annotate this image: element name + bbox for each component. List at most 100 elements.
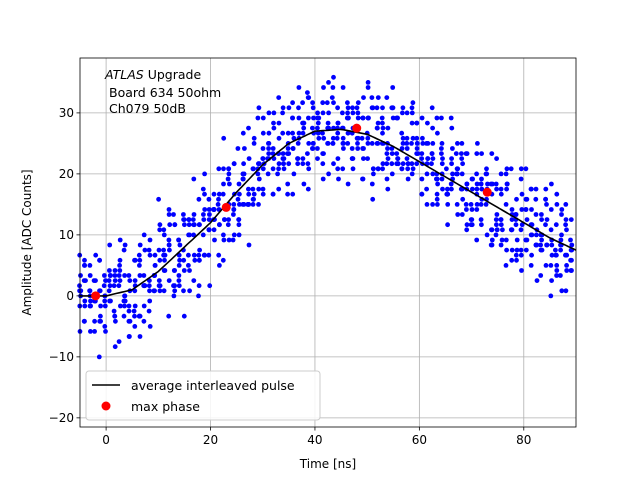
sample-point: [379, 115, 385, 121]
sample-point: [206, 227, 212, 233]
sample-point: [430, 171, 436, 177]
sample-point: [419, 115, 425, 121]
sample-point: [533, 212, 539, 217]
sample-point: [286, 161, 292, 167]
sample-point: [336, 176, 341, 182]
max-phase-point: [91, 291, 101, 301]
x-tick-label: 0: [102, 433, 110, 447]
sample-point: [260, 156, 266, 162]
sample-point: [539, 212, 544, 217]
sample-point: [216, 252, 222, 258]
sample-point: [146, 247, 152, 253]
sample-point: [369, 105, 375, 111]
sample-point: [326, 125, 331, 131]
sample-point: [77, 283, 82, 289]
sample-point: [112, 268, 118, 273]
sample-point: [500, 227, 505, 233]
sample-point: [453, 151, 459, 157]
sample-point: [246, 242, 252, 248]
sample-point: [539, 237, 544, 243]
sample-point: [345, 141, 351, 146]
sample-point: [271, 110, 277, 116]
sample-point: [207, 283, 213, 289]
sample-point: [260, 115, 266, 121]
sample-point: [295, 156, 300, 162]
sample-point: [361, 156, 366, 162]
sample-point: [88, 329, 93, 334]
sample-point: [211, 191, 217, 197]
sample-points: [77, 74, 575, 360]
sample-point: [83, 278, 88, 283]
sample-point: [156, 247, 162, 253]
sample-point: [93, 252, 99, 258]
sample-point: [524, 196, 530, 202]
sample-point: [489, 227, 495, 233]
sample-point: [400, 105, 406, 111]
sample-point: [141, 318, 147, 324]
sample-point: [280, 151, 286, 157]
sample-point: [459, 156, 465, 162]
sample-point: [316, 135, 322, 141]
sample-point: [469, 207, 475, 212]
sample-point: [549, 181, 554, 187]
sample-point: [464, 207, 469, 212]
sample-point: [290, 130, 295, 136]
sample-point: [310, 125, 315, 131]
sample-point: [251, 191, 257, 197]
sample-point: [82, 257, 87, 263]
sample-point: [172, 288, 178, 294]
sample-point: [240, 176, 246, 182]
sample-point: [389, 161, 395, 167]
sample-point: [463, 202, 469, 207]
sample-point: [147, 324, 153, 329]
sample-point: [558, 247, 563, 253]
annotation-line3: Ch079 50dB: [109, 101, 186, 116]
sample-point: [290, 146, 296, 151]
sample-point: [225, 222, 231, 228]
sample-point: [405, 166, 411, 172]
sample-point: [543, 186, 549, 192]
sample-point: [409, 110, 415, 116]
sample-point: [241, 161, 247, 167]
sample-point: [256, 176, 262, 182]
sample-point: [171, 212, 176, 217]
sample-point: [518, 166, 524, 172]
sample-point: [564, 227, 569, 233]
sample-point: [399, 130, 405, 136]
sample-point: [498, 217, 504, 223]
sample-point: [117, 237, 123, 243]
sample-point: [316, 115, 322, 121]
sample-point: [242, 146, 247, 151]
sample-point: [192, 257, 198, 263]
sample-point: [554, 273, 559, 278]
axis-ticks: 0 20 40 60 80 −20 −10 0 10 20 30: [49, 106, 532, 447]
sample-point: [414, 135, 420, 141]
sample-point: [419, 151, 425, 157]
sample-point: [320, 161, 326, 167]
sample-point: [479, 186, 485, 192]
sample-point: [121, 247, 127, 253]
sample-point: [132, 257, 137, 263]
sample-point: [448, 181, 454, 187]
sample-point: [523, 247, 529, 253]
sample-point: [147, 252, 153, 258]
sample-point: [78, 288, 83, 294]
sample-point: [518, 176, 524, 182]
sample-point: [429, 151, 435, 157]
sample-point: [355, 110, 361, 116]
sample-point: [187, 268, 192, 273]
sample-point: [250, 186, 256, 192]
sample-point: [97, 288, 102, 294]
sample-point: [276, 120, 282, 126]
sample-point: [340, 85, 346, 90]
sample-point: [176, 263, 182, 268]
sample-point: [315, 125, 320, 131]
sample-point: [97, 257, 102, 263]
sample-point: [102, 303, 108, 309]
sample-point: [361, 95, 366, 100]
sample-point: [355, 135, 361, 141]
sample-point: [331, 100, 336, 106]
sample-point: [503, 171, 509, 177]
sample-point: [419, 191, 425, 197]
sample-point: [181, 268, 187, 273]
